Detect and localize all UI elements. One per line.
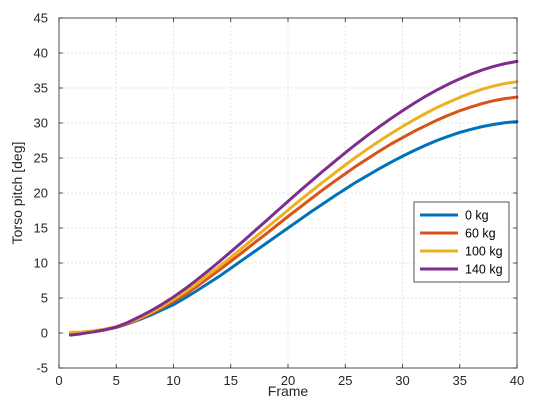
- x-tick-label: 20: [281, 373, 295, 388]
- y-tick-labels: -5 0 5 10 15 20 25 30 35 40 45: [34, 11, 48, 376]
- x-tick-label: 30: [395, 373, 409, 388]
- y-tick-label: 15: [34, 221, 48, 236]
- y-axis-label: Torso pitch [deg]: [9, 142, 25, 245]
- series-lines: [68, 59, 519, 337]
- y-tick-label: 10: [34, 256, 48, 271]
- x-tick-label: 40: [510, 373, 524, 388]
- legend-label: 140 kg: [465, 263, 503, 277]
- axis-ticks: [58, 17, 518, 369]
- legend: 0 kg 60 kg 100 kg 140 kg: [413, 201, 510, 283]
- x-axis-label: Frame: [268, 383, 309, 399]
- legend-label: 0 kg: [465, 209, 489, 223]
- x-tick-label: 35: [453, 373, 467, 388]
- y-tick-label: 0: [41, 326, 48, 341]
- legend-label: 100 kg: [465, 245, 503, 259]
- y-tick-label: 40: [34, 46, 48, 61]
- y-tick-label: 20: [34, 186, 48, 201]
- y-tick-label: 30: [34, 116, 48, 131]
- x-tick-label: 10: [166, 373, 180, 388]
- y-tick-label: -5: [36, 361, 48, 376]
- y-tick-label: 5: [41, 291, 48, 306]
- x-tick-label: 5: [113, 373, 120, 388]
- series-line-140-kg: [68, 59, 519, 337]
- legend-label: 60 kg: [465, 227, 496, 241]
- x-tick-label: 0: [55, 373, 62, 388]
- y-tick-label: 45: [34, 11, 48, 26]
- x-tick-label: 15: [224, 373, 238, 388]
- x-tick-label: 25: [338, 373, 352, 388]
- x-tick-labels: 0 5 10 15 20 25 30 35 40: [55, 373, 524, 388]
- y-tick-label: 35: [34, 81, 48, 96]
- y-tick-label: 25: [34, 151, 48, 166]
